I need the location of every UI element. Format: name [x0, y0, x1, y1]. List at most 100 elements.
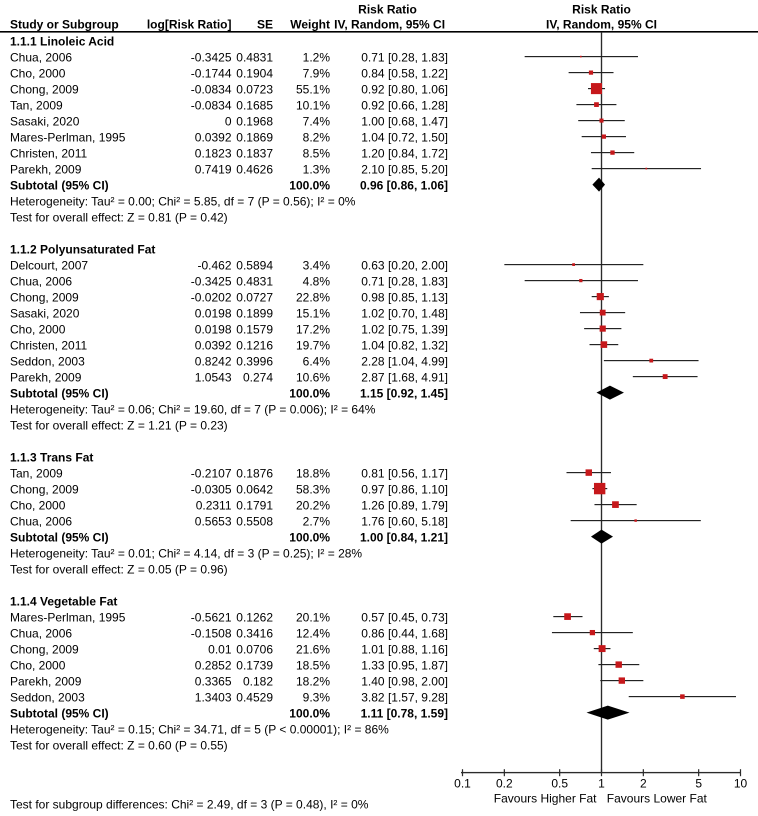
svg-text:Mares-Perlman, 1995: Mares-Perlman, 1995 — [10, 611, 126, 625]
svg-text:10.1%: 10.1% — [296, 99, 330, 113]
svg-text:Risk Ratio: Risk Ratio — [358, 2, 417, 16]
svg-text:2.28 [1.04, 4.99]: 2.28 [1.04, 4.99] — [361, 355, 448, 369]
svg-text:Parekh, 2009: Parekh, 2009 — [10, 371, 82, 385]
svg-text:21.6%: 21.6% — [296, 643, 330, 657]
svg-text:-0.3425: -0.3425 — [191, 51, 232, 65]
svg-text:0.3416: 0.3416 — [236, 627, 273, 641]
svg-text:-0.5621: -0.5621 — [191, 611, 232, 625]
svg-text:100.0%: 100.0% — [289, 387, 330, 401]
svg-text:0.1791: 0.1791 — [236, 499, 273, 513]
svg-text:100.0%: 100.0% — [289, 707, 330, 721]
svg-text:-0.0834: -0.0834 — [191, 99, 232, 113]
svg-text:0.63 [0.20, 2.00]: 0.63 [0.20, 2.00] — [361, 259, 448, 273]
svg-text:Weight: Weight — [290, 17, 330, 31]
svg-text:Test for overall effect: Z = 0: Test for overall effect: Z = 0.81 (P = 0… — [10, 211, 228, 225]
svg-text:Parekh, 2009: Parekh, 2009 — [10, 675, 82, 689]
svg-text:Favours Higher Fat: Favours Higher Fat — [494, 791, 597, 805]
svg-text:Delcourt, 2007: Delcourt, 2007 — [10, 259, 88, 273]
svg-text:10.6%: 10.6% — [296, 371, 330, 385]
svg-text:1.3403: 1.3403 — [195, 691, 232, 705]
svg-text:1.1.4 Vegetable Fat: 1.1.4 Vegetable Fat — [10, 595, 117, 609]
svg-text:Cho, 2000: Cho, 2000 — [10, 499, 66, 513]
svg-text:Test for overall effect: Z = 1: Test for overall effect: Z = 1.21 (P = 0… — [10, 419, 228, 433]
svg-text:0.96 [0.86, 1.06]: 0.96 [0.86, 1.06] — [360, 179, 448, 193]
svg-text:-0.0834: -0.0834 — [191, 83, 232, 97]
svg-text:Study or Subgroup: Study or Subgroup — [10, 17, 119, 31]
svg-text:Cho, 2000: Cho, 2000 — [10, 323, 66, 337]
svg-text:1.1.2 Polyunsaturated Fat: 1.1.2 Polyunsaturated Fat — [10, 243, 155, 257]
svg-text:1.1.3 Trans Fat: 1.1.3 Trans Fat — [10, 451, 93, 465]
svg-text:0.98 [0.85, 1.13]: 0.98 [0.85, 1.13] — [361, 291, 448, 305]
svg-text:10: 10 — [734, 777, 748, 791]
svg-text:0.5653: 0.5653 — [195, 515, 232, 529]
svg-text:0.1685: 0.1685 — [236, 99, 273, 113]
svg-text:20.2%: 20.2% — [296, 499, 330, 513]
svg-text:Seddon, 2003: Seddon, 2003 — [10, 355, 85, 369]
svg-text:SE: SE — [257, 17, 273, 31]
svg-text:0.71 [0.28, 1.83]: 0.71 [0.28, 1.83] — [361, 51, 448, 65]
svg-text:0.0198: 0.0198 — [195, 323, 232, 337]
svg-text:-0.2107: -0.2107 — [191, 467, 232, 481]
svg-text:7.4%: 7.4% — [303, 115, 331, 129]
svg-text:1.11 [0.78, 1.59]: 1.11 [0.78, 1.59] — [361, 707, 448, 721]
svg-text:2.87 [1.68, 4.91]: 2.87 [1.68, 4.91] — [361, 371, 448, 385]
svg-text:1: 1 — [598, 777, 605, 791]
svg-text:0.0392: 0.0392 — [195, 339, 232, 353]
svg-text:1.3%: 1.3% — [303, 163, 331, 177]
svg-text:2.10 [0.85, 5.20]: 2.10 [0.85, 5.20] — [361, 163, 448, 177]
svg-text:0.274: 0.274 — [243, 371, 273, 385]
svg-text:0.1579: 0.1579 — [236, 323, 273, 337]
svg-text:55.1%: 55.1% — [296, 83, 330, 97]
svg-text:5: 5 — [695, 777, 702, 791]
svg-text:1.04 [0.82, 1.32]: 1.04 [0.82, 1.32] — [361, 339, 448, 353]
svg-text:-0.1508: -0.1508 — [191, 627, 232, 641]
svg-text:0.1739: 0.1739 — [236, 659, 273, 673]
svg-text:1.0543: 1.0543 — [195, 371, 232, 385]
svg-text:0.1837: 0.1837 — [236, 147, 273, 161]
svg-text:Chong, 2009: Chong, 2009 — [10, 291, 79, 305]
svg-text:0.5894: 0.5894 — [236, 259, 273, 273]
svg-text:Christen, 2011: Christen, 2011 — [10, 339, 87, 353]
svg-text:0.8242: 0.8242 — [195, 355, 232, 369]
svg-text:1.02 [0.70, 1.48]: 1.02 [0.70, 1.48] — [361, 307, 448, 321]
svg-text:Chua, 2006: Chua, 2006 — [10, 275, 72, 289]
svg-text:1.00 [0.68, 1.47]: 1.00 [0.68, 1.47] — [361, 115, 448, 129]
svg-text:1.02 [0.75, 1.39]: 1.02 [0.75, 1.39] — [361, 323, 448, 337]
svg-text:18.8%: 18.8% — [296, 467, 330, 481]
svg-text:0.92 [0.80, 1.06]: 0.92 [0.80, 1.06] — [361, 83, 448, 97]
svg-text:0.1869: 0.1869 — [236, 131, 273, 145]
svg-text:1.00 [0.84, 1.21]: 1.00 [0.84, 1.21] — [360, 531, 448, 545]
svg-text:Chong, 2009: Chong, 2009 — [10, 483, 79, 497]
svg-text:Tan, 2009: Tan, 2009 — [10, 467, 63, 481]
svg-text:Heterogeneity: Tau² = 0.06; Ch: Heterogeneity: Tau² = 0.06; Chi² = 19.60… — [10, 403, 376, 417]
svg-text:IV, Random, 95% CI: IV, Random, 95% CI — [546, 17, 657, 31]
svg-text:0.57 [0.45, 0.73]: 0.57 [0.45, 0.73] — [361, 611, 448, 625]
svg-text:0.3996: 0.3996 — [236, 355, 273, 369]
svg-text:0.1876: 0.1876 — [236, 467, 273, 481]
svg-text:Heterogeneity: Tau² = 0.01; Ch: Heterogeneity: Tau² = 0.01; Chi² = 4.14,… — [10, 547, 362, 561]
svg-text:0.3365: 0.3365 — [195, 675, 232, 689]
svg-text:0.1904: 0.1904 — [236, 67, 273, 81]
svg-text:0.1262: 0.1262 — [236, 611, 273, 625]
svg-text:Heterogeneity: Tau² = 0.15; Ch: Heterogeneity: Tau² = 0.15; Chi² = 34.71… — [10, 723, 389, 737]
svg-text:Cho, 2000: Cho, 2000 — [10, 659, 66, 673]
svg-text:Parekh, 2009: Parekh, 2009 — [10, 163, 82, 177]
svg-text:Chua, 2006: Chua, 2006 — [10, 627, 72, 641]
svg-text:Mares-Perlman, 1995: Mares-Perlman, 1995 — [10, 131, 126, 145]
svg-text:4.8%: 4.8% — [303, 275, 331, 289]
svg-text:1.20 [0.84, 1.72]: 1.20 [0.84, 1.72] — [361, 147, 448, 161]
svg-text:0.4626: 0.4626 — [236, 163, 273, 177]
svg-text:1.26 [0.89, 1.79]: 1.26 [0.89, 1.79] — [361, 499, 448, 513]
svg-text:IV, Random, 95% CI: IV, Random, 95% CI — [334, 17, 445, 31]
svg-text:2: 2 — [640, 777, 647, 791]
svg-text:Subtotal (95% CI): Subtotal (95% CI) — [10, 179, 109, 193]
svg-text:log[Risk Ratio]: log[Risk Ratio] — [147, 17, 232, 31]
svg-text:20.1%: 20.1% — [296, 611, 330, 625]
svg-text:58.3%: 58.3% — [296, 483, 330, 497]
svg-text:Seddon, 2003: Seddon, 2003 — [10, 691, 85, 705]
svg-text:0.182: 0.182 — [243, 675, 273, 689]
svg-text:0.71 [0.28, 1.83]: 0.71 [0.28, 1.83] — [361, 275, 448, 289]
svg-text:Test for overall effect: Z = 0: Test for overall effect: Z = 0.60 (P = 0… — [10, 739, 228, 753]
svg-text:100.0%: 100.0% — [289, 179, 330, 193]
svg-text:0.5: 0.5 — [551, 777, 568, 791]
